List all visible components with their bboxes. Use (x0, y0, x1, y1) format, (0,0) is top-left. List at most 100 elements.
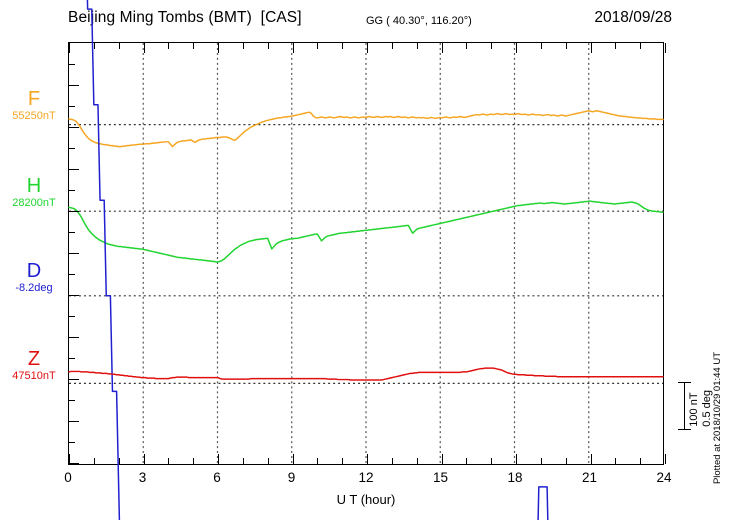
x-axis-tick (416, 458, 418, 464)
x-axis-tick-top (391, 43, 393, 49)
geographic-coordinates: GG ( 40.30°, 116.20°) (366, 15, 472, 27)
x-axis-title: U T (hour) (336, 492, 396, 507)
x-axis-tick-top (143, 43, 145, 53)
x-axis-tick-top (118, 43, 120, 49)
trace-layer (68, 0, 664, 520)
x-axis-tick-top (416, 43, 418, 49)
x-axis-tick (168, 458, 170, 464)
x-axis-tick-top (69, 43, 70, 53)
x-axis-tick (69, 454, 70, 464)
x-axis-tick (615, 458, 617, 464)
y-axis-tick (69, 127, 79, 128)
y-axis-tick (69, 64, 75, 65)
y-axis-tick (69, 169, 79, 170)
x-axis-tick-top (292, 43, 294, 53)
y-axis-tick (69, 337, 79, 338)
y-axis-tick (69, 253, 79, 254)
x-axis-tick-top (267, 43, 269, 49)
y-axis-tick (69, 379, 79, 380)
x-axis-tick-top (342, 43, 344, 49)
plot-inner (68, 0, 666, 520)
y-axis-tick (69, 190, 75, 191)
y-axis-tick (69, 148, 75, 149)
x-axis-tick-top (590, 43, 592, 53)
component-baseline-value: -8.2deg (15, 282, 53, 294)
scale-bar-cap-bottom (678, 429, 691, 430)
x-axis-tick-label: 3 (138, 470, 147, 485)
scale-bar-cap-top (678, 382, 691, 383)
x-axis-tick-top (615, 43, 617, 49)
component-baseline-value: 55250nT (12, 110, 56, 122)
x-axis-tick-top (317, 43, 319, 49)
magnetogram-plot-area (68, 0, 666, 520)
x-axis-tick (640, 458, 642, 464)
y-axis-tick (69, 400, 75, 401)
y-axis-tick (69, 274, 75, 275)
x-axis-tick-top (491, 43, 493, 49)
x-axis-tick (367, 454, 368, 464)
component-label-z: Z 47510nT (4, 349, 64, 384)
x-axis-tick (342, 458, 344, 464)
x-axis-tick-top (367, 43, 368, 53)
y-axis-tick (69, 295, 79, 296)
y-axis-tick (69, 232, 75, 233)
x-axis-tick-label: 9 (287, 470, 296, 485)
x-axis-tick-top (441, 43, 443, 53)
x-axis-tick-top (565, 43, 567, 49)
observation-date: 2018/09/28 (594, 9, 672, 26)
x-axis-tick-label: 0 (64, 470, 72, 485)
x-axis-tick (491, 458, 493, 464)
scale-bar (678, 382, 692, 430)
y-axis-tick (69, 358, 75, 359)
x-axis-tick (565, 458, 567, 464)
x-axis-tick-top (540, 43, 542, 49)
x-axis-tick-label: 6 (213, 470, 221, 485)
x-axis-tick-label: 15 (432, 470, 449, 485)
x-axis-tick-label: 21 (581, 470, 598, 485)
x-axis-tick (93, 458, 95, 464)
x-axis-tick-top (93, 43, 95, 49)
component-baseline-value: 28200nT (12, 197, 56, 209)
y-axis-tick (69, 463, 79, 464)
x-axis-tick-top (193, 43, 195, 49)
component-label-h: H 28200nT (4, 176, 64, 211)
x-axis-tick (540, 458, 542, 464)
component-letter: H (26, 175, 42, 197)
component-baseline-value: 47510nT (12, 370, 56, 382)
x-axis-tick-label: 12 (358, 470, 374, 485)
x-axis-tick (590, 454, 592, 464)
y-axis-tick (69, 316, 75, 317)
x-axis-tick-top (466, 43, 468, 49)
x-axis-tick (665, 454, 666, 464)
x-axis-tick (118, 458, 120, 464)
x-axis-tick (143, 454, 145, 464)
x-axis-tick (292, 454, 294, 464)
x-axis-tick (193, 458, 195, 464)
x-axis-tick (391, 458, 393, 464)
station-title: Beijing Ming Tombs (BMT) [CAS] (68, 9, 302, 26)
x-axis-tick-top (516, 43, 517, 53)
x-axis-tick (516, 454, 517, 464)
component-letter: D (26, 260, 42, 282)
x-axis-tick-label: 18 (507, 470, 523, 485)
scale-bar-stem (684, 382, 685, 430)
y-axis-tick (69, 211, 79, 212)
x-axis-tick (466, 458, 468, 464)
x-axis-tick (242, 458, 244, 464)
plotted-timestamp: Plotted at 2018/10/29 01:44 UT (712, 352, 723, 485)
component-label-d: D -8.2deg (4, 261, 64, 296)
x-axis-tick (218, 454, 219, 464)
x-axis-tick (267, 458, 269, 464)
component-label-f: F 55250nT (4, 89, 64, 124)
x-axis-tick (317, 458, 319, 464)
x-axis-tick-top (665, 43, 666, 53)
gridlines (69, 43, 663, 464)
y-axis-tick (69, 421, 79, 422)
chart-header: Beijing Ming Tombs (BMT) [CAS] GG ( 40.3… (0, 0, 730, 40)
y-axis-tick (69, 85, 79, 86)
scale-bar-label: 100 nT 0.5 deg (688, 390, 713, 427)
y-axis-tick (69, 106, 75, 107)
y-axis-tick (69, 442, 75, 443)
x-axis-tick-label: 24 (656, 470, 672, 485)
x-axis-tick-top (242, 43, 244, 49)
